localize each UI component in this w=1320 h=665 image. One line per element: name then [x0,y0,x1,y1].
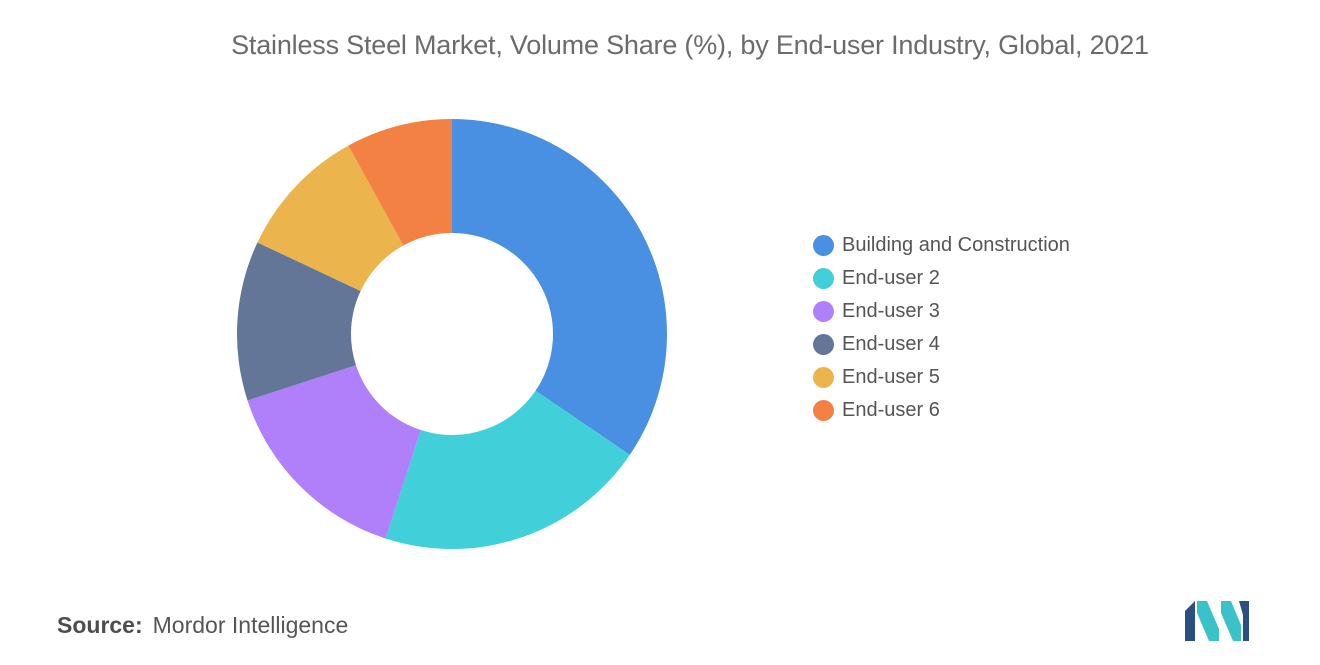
source-value: Mordor Intelligence [152,612,349,638]
donut-slice-3 [247,365,421,539]
legend-label: End-user 5 [842,366,940,388]
donut-slice-6 [348,119,452,246]
legend-item-3: End-user 3 [813,295,1070,328]
chart-title: Stainless Steel Market, Volume Share (%)… [231,30,1149,60]
donut-slice-4 [237,242,361,401]
donut-slice-5 [257,145,404,291]
legend-label: Building and Construction [842,234,1070,256]
logo-shape-mid-left [1197,601,1219,641]
logo-shape-right [1239,601,1249,641]
legend-item-5: End-user 5 [813,361,1070,394]
source-line: Source: Mordor Intelligence [57,612,348,639]
legend-swatch [813,367,834,388]
legend-item-2: End-user 2 [813,262,1070,295]
legend-swatch [813,268,834,289]
mordor-intelligence-logo-icon [1185,601,1249,641]
legend-label: End-user 4 [842,333,940,355]
logo-shape-mid-right [1221,601,1241,641]
donut-slices [237,119,667,549]
legend-label: End-user 3 [842,300,940,322]
source-label: Source: [57,612,143,638]
legend-item-1: Building and Construction [813,229,1070,262]
legend-label: End-user 6 [842,399,940,421]
logo-shape-left [1185,601,1195,641]
legend-swatch [813,334,834,355]
donut-slice-2 [385,390,630,549]
chart-legend: Building and Construction End-user 2 End-u… [813,229,1070,427]
legend-swatch [813,235,834,256]
legend-swatch [813,400,834,421]
legend-label: End-user 2 [842,267,940,289]
legend-swatch [813,301,834,322]
legend-item-6: End-user 6 [813,394,1070,427]
donut-slice-1 [452,119,667,455]
legend-item-4: End-user 4 [813,328,1070,361]
